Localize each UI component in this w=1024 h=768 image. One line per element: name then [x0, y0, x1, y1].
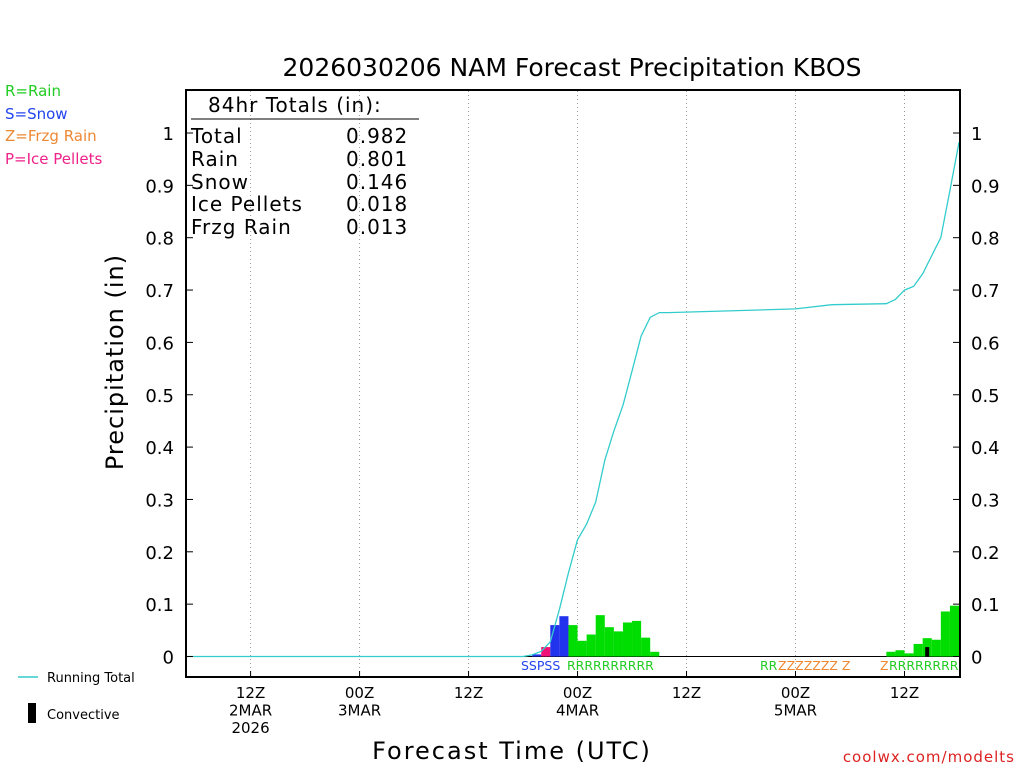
y-tick-label-right: 0.6	[971, 333, 1000, 354]
legend-frzg-rain: Z=Frzg Rain	[5, 127, 97, 145]
x-tick-label: 00Z	[781, 684, 810, 702]
y-tick-label-right: 0.2	[971, 543, 1000, 564]
convective-bar	[925, 647, 930, 657]
y-tick-label-right: 0.4	[971, 438, 1000, 459]
x-tick-label: 2026	[231, 719, 269, 737]
y-tick-label-left: 0	[163, 648, 174, 669]
x-tick-label: 00Z	[563, 684, 592, 702]
y-tick-label-right: 0.8	[971, 229, 1000, 250]
precip-bar	[577, 640, 587, 657]
totals-label: Ice Pellets	[191, 192, 303, 216]
totals-heading: 84hr Totals (in):	[208, 93, 382, 117]
precip-bar	[886, 651, 896, 657]
totals-label: Frzg Rain	[191, 215, 292, 239]
type-label-frzg-rain: ZZZZZZZ Z	[778, 658, 850, 673]
precip-bar	[650, 651, 660, 657]
precip-bar	[541, 647, 551, 657]
y-tick-label-right: 0.9	[971, 176, 1000, 197]
type-label-frzg-rain: Z	[880, 658, 889, 673]
running-total	[187, 142, 960, 658]
chart-title: 2026030206 NAM Forecast Precipitation KB…	[283, 53, 862, 82]
y-tick-label-left: 0.5	[145, 386, 174, 407]
y-tick-label-left: 0.6	[145, 333, 174, 354]
y-tick-label-left: 0.9	[145, 176, 174, 197]
bars	[532, 605, 959, 657]
x-tick-label: 12Z	[454, 684, 483, 702]
legend-rain: R=Rain	[5, 82, 61, 100]
totals-value: 0.146	[346, 170, 408, 194]
convective-swatch	[28, 703, 36, 723]
x-tick-label: 5MAR	[774, 702, 817, 720]
y-tick-label-right: 0.5	[971, 386, 1000, 407]
totals-value: 0.013	[346, 215, 408, 239]
precip-bar	[586, 634, 596, 657]
legend-convective: Convective	[28, 703, 120, 723]
type-label-rain: RRRRRRRR	[889, 658, 959, 673]
type-label-rain: RR	[760, 658, 778, 673]
y-tick-label-left: 0.2	[145, 543, 174, 564]
x-tick-label: 12Z	[672, 684, 701, 702]
footer-credit: coolwx.com/modelts	[843, 748, 1015, 766]
y-ticks: 0 0.1 0.2 0.3 0.4 0.5 0.6 0.7 0.8 0.9 1 0 0.1 0.2 0.3 0…	[145, 124, 999, 669]
running-total-line	[187, 142, 960, 658]
precip-bar	[604, 627, 614, 657]
y-tick-label-left: 0.8	[145, 229, 174, 250]
y-tick-label-left: 1	[163, 124, 174, 145]
precip-bar	[913, 643, 923, 657]
totals-box: 84hr Totals (in): Total 0.982 Rain 0.801…	[190, 93, 419, 239]
precip-bar	[613, 631, 623, 657]
totals-label: Total	[190, 124, 243, 148]
running-total-label: Running Total	[47, 671, 135, 686]
y-tick-label-left: 0.4	[145, 438, 174, 459]
y-tick-label-left: 0.7	[145, 281, 174, 302]
totals-label: Rain	[191, 147, 239, 171]
y-tick-label-left: 0.3	[145, 490, 174, 511]
legend-snow: S=Snow	[5, 105, 68, 123]
precip-bar	[641, 637, 651, 657]
type-label-snow-pellets: SSPSS	[521, 658, 560, 673]
y-tick-label-right: 0.1	[971, 595, 1000, 616]
y-axis-label: Precipitation (in)	[101, 254, 129, 470]
precip-bar	[931, 639, 941, 657]
type-labels: SSPSS RRRRRRRRRR RR ZZZZZZZ Z Z RRRRRRRR	[521, 658, 959, 673]
convective-bars	[925, 647, 930, 657]
x-tick-label: 00Z	[345, 684, 374, 702]
x-tick-label: 2MAR	[229, 702, 272, 720]
convective-label: Convective	[47, 708, 120, 723]
x-tick-label: 3MAR	[338, 702, 381, 720]
precip-bar	[940, 611, 950, 657]
y-tick-label-right: 0	[971, 648, 982, 669]
y-tick-label-right: 0.7	[971, 281, 1000, 302]
totals-value: 0.801	[346, 147, 408, 171]
legend-ice-pellets: P=Ice Pellets	[5, 150, 102, 168]
y-tick-label-left: 0.1	[145, 595, 174, 616]
x-axis-label: Forecast Time (UTC)	[372, 737, 652, 765]
totals-label: Snow	[191, 170, 249, 194]
precip-bar	[532, 654, 542, 657]
precip-bar	[595, 615, 605, 657]
precip-bar	[904, 653, 914, 657]
precip-bar	[568, 625, 578, 657]
x-tick-label: 4MAR	[556, 702, 599, 720]
y-tick-label-right: 0.3	[971, 490, 1000, 511]
totals-value: 0.018	[346, 192, 408, 216]
legend-running-total: Running Total	[18, 671, 135, 686]
x-tick-label: 12Z	[890, 684, 919, 702]
precip-bar	[550, 625, 560, 657]
precip-bar	[632, 620, 642, 657]
x-tick-label: 12Z	[236, 684, 265, 702]
precip-bar	[622, 622, 633, 657]
y-tick-label-right: 1	[971, 124, 982, 145]
gridlines	[187, 91, 959, 677]
precip-bar	[559, 616, 569, 657]
plot-frame	[185, 89, 961, 678]
totals-value: 0.982	[346, 124, 408, 148]
type-label-rain: RRRRRRRRRR	[567, 658, 654, 673]
precip-bar	[895, 650, 905, 657]
precip-bar	[949, 605, 959, 657]
